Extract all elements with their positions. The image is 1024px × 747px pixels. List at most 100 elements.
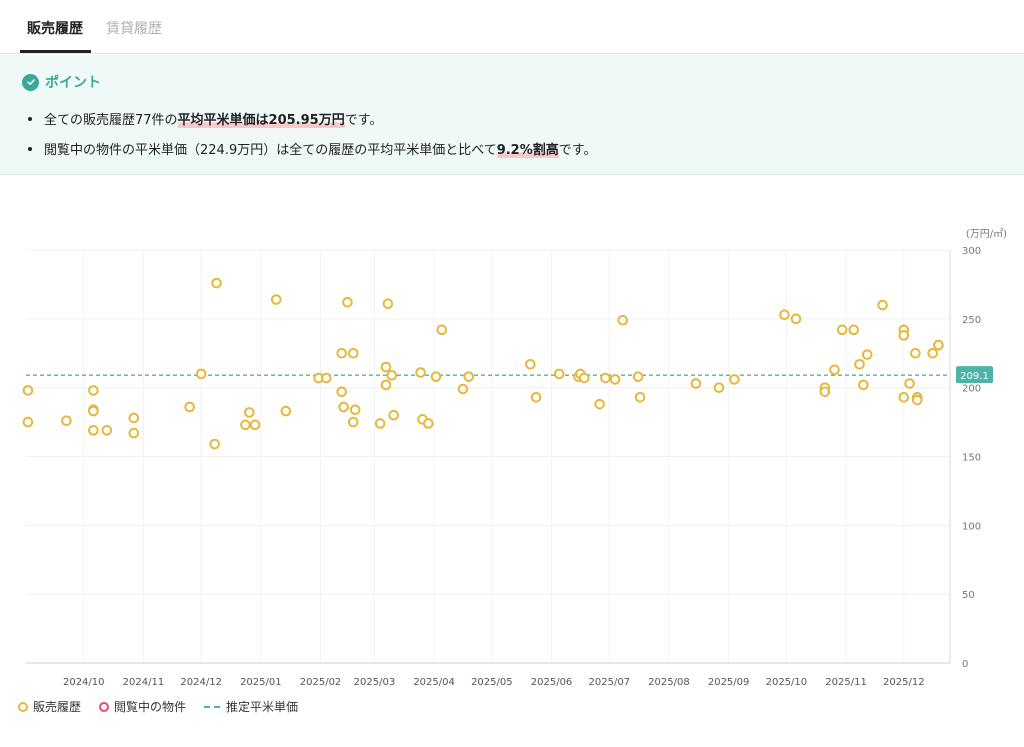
sales-point	[336, 347, 348, 359]
x-tick-label: 2025/03	[354, 677, 396, 688]
sales-point	[898, 330, 910, 341]
sales-point	[829, 364, 840, 376]
sales-point	[209, 438, 220, 450]
sales-point	[61, 415, 72, 427]
legend-estimate-marker	[204, 705, 221, 708]
sales-point	[854, 358, 865, 370]
x-tick-label: 2025/05	[471, 677, 513, 688]
sales-point	[790, 313, 802, 325]
point-title: ポイント	[45, 75, 101, 91]
sales-point	[848, 324, 860, 336]
price-scatter-chart: 0 50 100 150 200 250 300 2024/10 2024/11 2024/12 2…	[22, 228, 1007, 688]
tab-rental-history[interactable]: 賃貸履歴	[106, 21, 162, 37]
sales-point	[22, 385, 34, 396]
sales-point	[530, 392, 542, 403]
bullet-2-highlight: 9.2%割高	[496, 143, 559, 158]
sales-point	[617, 314, 629, 326]
point-panel: ポイント 全ての販売履歴77件の平均平米単価は205.95万円です。 閲覧中の物…	[0, 55, 1024, 175]
y-tick-label: 300	[962, 246, 981, 257]
sales-point	[88, 425, 99, 436]
sales-point	[211, 277, 222, 289]
x-tick-label: 2025/02	[300, 677, 342, 688]
sales-point	[195, 368, 207, 380]
sales-point	[347, 347, 359, 359]
sales-point	[819, 386, 831, 398]
sales-point	[911, 394, 923, 406]
x-tick-label: 2025/11	[825, 677, 867, 688]
legend-sales[interactable]: 販売履歴	[18, 698, 81, 715]
sales-point	[349, 404, 361, 415]
sales-point	[861, 349, 873, 360]
sales-point	[779, 309, 790, 321]
sales-point	[380, 379, 392, 391]
check-icon	[22, 73, 39, 91]
sales-point	[382, 298, 394, 309]
tab-bar: 販売履歴 賃貸履歴	[0, 0, 1024, 54]
sales-point	[858, 379, 869, 391]
y-tick-label: 100	[962, 521, 981, 532]
sales-point	[388, 409, 399, 421]
sales-point	[910, 347, 921, 359]
point-bullet-1: 全ての販売履歴77件の平均平米単価は205.95万円です。	[28, 109, 382, 128]
sales-point	[690, 378, 702, 389]
sales-point	[101, 425, 113, 436]
x-tick-label: 2025/08	[648, 677, 690, 688]
bullet-1-text: 全ての販売履歴77件の	[44, 113, 178, 128]
sales-point	[244, 407, 255, 418]
bullet-dot	[28, 146, 32, 151]
sales-point	[240, 419, 251, 431]
sales-point	[933, 339, 944, 351]
sales-point	[342, 297, 353, 308]
y-tick-label: 0	[962, 659, 968, 670]
sales-point	[423, 418, 434, 429]
sales-point	[609, 374, 621, 385]
estimate-badge	[956, 366, 993, 384]
bullet-1-suffix: です。	[344, 113, 383, 128]
sales-point	[128, 427, 140, 439]
point-header: ポイント	[22, 72, 101, 92]
point-bullet-2: 閲覧中の物件の平米単価（224.9万円）は全ての履歴の平均平米単価と比べて9.2…	[28, 139, 596, 158]
sales-point	[600, 372, 611, 384]
legend-estimate-label: 推定平米単価	[226, 700, 299, 714]
sales-point	[374, 418, 386, 429]
y-tick-label: 250	[962, 315, 981, 326]
sales-point	[729, 374, 740, 385]
x-tick-label: 2025/06	[531, 677, 573, 688]
sales-point	[877, 299, 888, 311]
x-tick-label: 2024/12	[180, 677, 222, 688]
sales-point	[463, 371, 475, 382]
x-tick-label: 2025/04	[413, 677, 455, 688]
legend-viewing-marker	[99, 701, 110, 712]
sales-point	[436, 324, 448, 336]
legend-estimate[interactable]: 推定平米単価	[204, 698, 298, 715]
sales-point	[270, 294, 282, 305]
sales-point	[898, 392, 910, 403]
tab-sales-history[interactable]: 販売履歴	[27, 21, 83, 37]
sales-point	[904, 378, 915, 389]
sales-point	[632, 371, 644, 382]
x-tick-label: 2025/01	[240, 677, 282, 688]
active-tab-indicator	[20, 50, 91, 53]
sales-point	[415, 367, 426, 378]
legend-sales-marker	[18, 701, 28, 712]
sales-point	[249, 419, 261, 431]
y-axis-unit: (万円/㎡)	[966, 228, 1007, 240]
sales-point	[836, 324, 848, 336]
sales-point	[553, 368, 565, 380]
legend-viewing[interactable]: 閲覧中の物件	[99, 698, 186, 715]
sales-point	[338, 401, 349, 413]
sales-point	[184, 401, 195, 413]
bullet-2-suffix: です。	[558, 143, 597, 158]
sales-point	[457, 383, 469, 395]
sales-point	[22, 416, 34, 428]
sales-point	[578, 372, 590, 384]
sales-point	[634, 392, 646, 403]
sales-point	[88, 405, 99, 417]
sales-point	[336, 386, 348, 398]
sales-point	[525, 358, 536, 370]
x-tick-label: 2025/09	[708, 677, 750, 688]
chart-legend: 販売履歴 閲覧中の物件 推定平米単価	[18, 698, 316, 715]
legend-sales-label: 販売履歴	[33, 700, 82, 714]
bullet-dot	[28, 116, 32, 121]
sales-point	[88, 385, 99, 396]
